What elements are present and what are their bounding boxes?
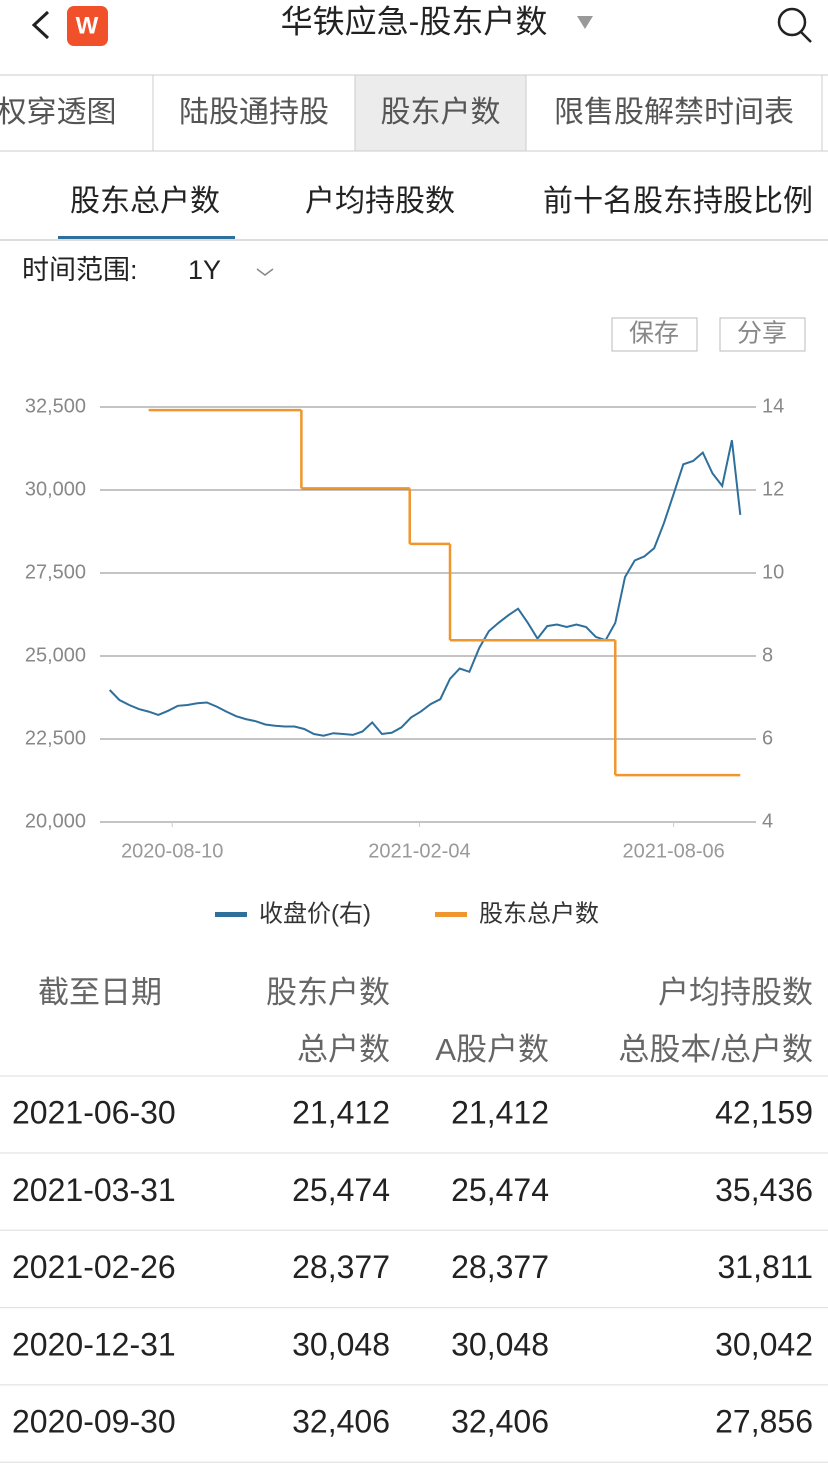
logo-text: W bbox=[76, 12, 99, 39]
x-tick-label: 2021-02-04 bbox=[368, 840, 470, 862]
table-header: 截至日期 bbox=[38, 975, 162, 1010]
save-button[interactable] bbox=[611, 317, 698, 352]
table-cell: 28,377 bbox=[451, 1249, 549, 1285]
table-cell: 32,406 bbox=[292, 1404, 390, 1440]
share-button[interactable] bbox=[719, 317, 806, 352]
search-icon[interactable] bbox=[777, 7, 807, 37]
table-cell: 21,412 bbox=[451, 1094, 549, 1130]
y-tick-label: 20,000 bbox=[25, 810, 86, 832]
table-cell: 35,436 bbox=[715, 1172, 813, 1208]
table-cell: 30,048 bbox=[451, 1326, 549, 1362]
legend-swatch bbox=[435, 912, 467, 917]
y-tick-label: 30,000 bbox=[25, 478, 86, 500]
table-cell: 42,159 bbox=[715, 1094, 813, 1130]
tab-label[interactable]: 股权穿透图 bbox=[0, 96, 117, 129]
y2-tick-label: 12 bbox=[762, 478, 784, 500]
table-header: 股东户数 bbox=[266, 975, 390, 1010]
header-bar bbox=[0, 0, 828, 75]
table-cell: 2021-03-31 bbox=[12, 1172, 176, 1208]
table-cell: 28,377 bbox=[292, 1249, 390, 1285]
tab[interactable] bbox=[152, 74, 356, 152]
table-subheader: 总户数 bbox=[297, 1032, 390, 1067]
y2-tick-label: 8 bbox=[762, 644, 773, 666]
y2-tick-label: 4 bbox=[762, 810, 773, 832]
range-chevron[interactable] bbox=[256, 268, 274, 276]
range-value[interactable]: 1Y bbox=[188, 255, 221, 285]
table-cell: 25,474 bbox=[292, 1172, 390, 1208]
y2-tick-label: 6 bbox=[762, 727, 773, 749]
search-icon-handle bbox=[800, 31, 812, 43]
subtab-bar: 股东总户数 户均持股数 前十名股东持股比例 bbox=[0, 185, 828, 241]
tab-label[interactable]: 限售股解禁时间表 bbox=[554, 96, 794, 129]
page-title[interactable]: 华铁应急-股东户数 bbox=[281, 3, 548, 39]
tab-bar: 股权穿透图 陆股通持股 股东户数 限售股解禁时间表 bbox=[0, 74, 828, 152]
table-cell: 25,474 bbox=[451, 1172, 549, 1208]
legend-label: 收盘价(右) bbox=[259, 900, 371, 927]
share-text[interactable]: 分享 bbox=[737, 320, 787, 348]
tab-label[interactable]: 陆股通持股 bbox=[179, 96, 329, 129]
tab-label[interactable]: 股东户数 bbox=[381, 96, 501, 129]
price-line bbox=[108, 439, 742, 737]
subtab-label[interactable]: 前十名股东持股比例 bbox=[543, 185, 813, 218]
table-cell: 30,042 bbox=[715, 1326, 813, 1362]
subtab-label[interactable]: 股东总户数 bbox=[70, 185, 220, 218]
table-subheader: A股户数 bbox=[435, 1032, 549, 1067]
y-tick-label: 27,500 bbox=[25, 561, 86, 583]
legend-label: 股东总户数 bbox=[479, 900, 599, 927]
legend-swatch bbox=[215, 912, 247, 917]
table-cell: 30,048 bbox=[292, 1326, 390, 1362]
app-logo bbox=[67, 6, 108, 46]
dropdown-icon[interactable] bbox=[577, 16, 593, 29]
chart: 20,000 22,500 25,000 27,500 30,000 32,500 4 6 8 1… bbox=[25, 395, 784, 927]
table-cell: 2021-06-30 bbox=[12, 1094, 176, 1130]
range-label: 时间范围: bbox=[22, 255, 138, 285]
y2-tick-label: 10 bbox=[762, 561, 784, 583]
tab[interactable] bbox=[0, 74, 154, 152]
tab[interactable] bbox=[525, 74, 823, 152]
subtab-label[interactable]: 户均持股数 bbox=[305, 185, 455, 218]
subtab-indicator bbox=[58, 236, 235, 239]
x-tick-label: 2020-08-10 bbox=[121, 840, 223, 862]
y-tick-label: 22,500 bbox=[25, 727, 86, 749]
back-button[interactable] bbox=[31, 10, 50, 40]
table-cell: 27,856 bbox=[715, 1404, 813, 1440]
y-tick-label: 25,000 bbox=[25, 644, 86, 666]
y-tick-label: 32,500 bbox=[25, 395, 86, 417]
save-text[interactable]: 保存 bbox=[629, 320, 679, 348]
table-cell: 31,811 bbox=[718, 1249, 814, 1285]
y2-tick-label: 14 bbox=[762, 395, 784, 417]
table-cell: 32,406 bbox=[451, 1404, 549, 1440]
table-cell: 2021-02-26 bbox=[12, 1249, 176, 1285]
x-tick-label: 2021-08-06 bbox=[622, 840, 724, 862]
table-cell: 2020-09-30 bbox=[12, 1404, 176, 1440]
table-subheader: 总股本/总户数 bbox=[618, 1032, 813, 1067]
table-cell: 2020-12-31 bbox=[12, 1326, 176, 1362]
table-cell: 21,412 bbox=[292, 1094, 390, 1130]
table-header: 户均持股数 bbox=[658, 975, 813, 1010]
